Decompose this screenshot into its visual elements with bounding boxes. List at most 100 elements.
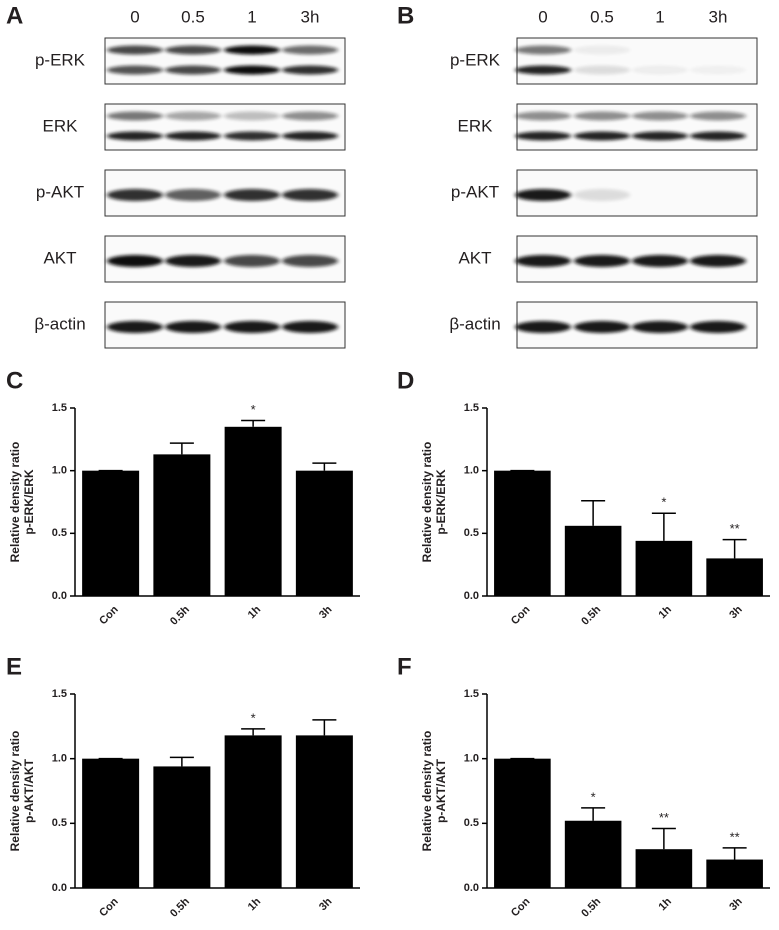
blot-row-label: β-actin <box>34 314 85 333</box>
significance-marker: ** <box>730 829 740 844</box>
blot-band <box>165 65 221 75</box>
blot-band <box>282 321 338 333</box>
x-tick-label: 0.5h <box>579 895 603 919</box>
lane-label: 1 <box>655 7 664 26</box>
panel-label: F <box>397 653 412 680</box>
lane-label: 0.5 <box>590 7 614 26</box>
bar <box>564 820 622 888</box>
lane-label: 3h <box>709 7 728 26</box>
bar <box>224 426 282 596</box>
blot-band <box>165 111 221 121</box>
blot-band <box>107 255 163 267</box>
blot-band <box>224 65 280 75</box>
blot-row-label: ERK <box>458 116 494 135</box>
blot-band <box>224 45 280 55</box>
x-tick-label: 1h <box>246 603 264 621</box>
blot-band <box>282 189 338 201</box>
blot-band <box>165 189 221 201</box>
y-tick-label: 1.5 <box>52 688 67 700</box>
blot-band <box>690 321 746 333</box>
blot-band <box>107 131 163 141</box>
blot-band <box>515 111 571 121</box>
blot-band <box>515 45 571 55</box>
y-axis-label: p-AKT/AKT <box>22 758 36 823</box>
y-tick-label: 0.5 <box>464 527 479 539</box>
significance-marker: * <box>251 710 256 725</box>
bar <box>494 758 551 888</box>
y-axis-label: Relative density ratio <box>8 442 22 563</box>
blot-band <box>574 111 630 121</box>
blot-row-label: p-AKT <box>451 182 499 201</box>
bar <box>295 735 353 888</box>
y-axis-label: p-AKT/AKT <box>434 758 448 823</box>
blot-row-label: AKT <box>458 248 491 267</box>
panel-label: C <box>6 367 23 394</box>
blot-band <box>282 45 338 55</box>
x-tick-label: 3h <box>727 895 745 913</box>
significance-marker: ** <box>730 521 740 536</box>
y-tick-label: 1.5 <box>464 688 479 700</box>
bar <box>82 758 140 888</box>
blot-band <box>282 111 338 121</box>
panel-label: B <box>397 2 414 29</box>
blot-band <box>690 255 746 267</box>
panel-label: A <box>6 2 23 29</box>
blot-band <box>107 189 163 201</box>
x-tick-label: Con <box>509 603 533 627</box>
y-tick-label: 1.5 <box>464 402 479 414</box>
significance-marker: * <box>661 495 666 510</box>
blot-band <box>515 255 571 267</box>
y-tick-label: 0.5 <box>52 527 67 539</box>
x-tick-label: 1h <box>246 895 264 913</box>
y-axis-label: Relative density ratio <box>8 731 22 852</box>
significance-marker: ** <box>659 810 669 825</box>
y-tick-label: 1.0 <box>52 753 67 765</box>
lane-label: 0 <box>538 7 547 26</box>
blot-band <box>632 321 688 333</box>
bar <box>635 849 693 888</box>
blot-band <box>632 65 688 75</box>
blot-band <box>632 255 688 267</box>
blot-band <box>224 255 280 267</box>
y-tick-label: 1.0 <box>52 465 67 477</box>
x-tick-label: 0.5h <box>168 895 192 919</box>
y-tick-label: 0.0 <box>52 882 67 894</box>
y-tick-label: 0.0 <box>464 882 479 894</box>
x-tick-label: 1h <box>656 895 674 913</box>
y-tick-label: 1.0 <box>464 753 479 765</box>
lane-label: 0 <box>130 7 139 26</box>
blot-band <box>574 321 630 333</box>
bar <box>224 735 282 888</box>
lane-label: 3h <box>301 7 320 26</box>
y-axis-label: p-ERK/ERK <box>22 469 36 535</box>
y-tick-label: 1.0 <box>464 465 479 477</box>
bar <box>494 470 551 596</box>
bar <box>706 859 763 888</box>
blot-row-label: ERK <box>43 116 79 135</box>
y-axis-label: Relative density ratio <box>420 442 434 563</box>
blot-band <box>690 131 746 141</box>
blot-frame <box>104 37 346 85</box>
bar <box>635 540 693 596</box>
blot-band <box>515 131 571 141</box>
y-axis-label: p-ERK/ERK <box>434 469 448 535</box>
panel-label: E <box>6 653 22 680</box>
x-tick-label: Con <box>97 895 121 919</box>
bar <box>153 766 211 888</box>
x-tick-label: 3h <box>317 895 335 913</box>
y-tick-label: 0.5 <box>52 817 67 829</box>
y-axis-label: Relative density ratio <box>420 731 434 852</box>
blot-frame <box>516 103 758 151</box>
x-tick-label: 1h <box>656 603 674 621</box>
blot-row-label: p-ERK <box>450 50 501 69</box>
blot-band <box>224 189 280 201</box>
blot-band <box>165 45 221 55</box>
blot-band <box>165 131 221 141</box>
blot-band <box>515 321 571 333</box>
lane-label: 1 <box>247 7 256 26</box>
significance-marker: * <box>251 402 256 417</box>
blot-band <box>515 65 571 75</box>
x-tick-label: 3h <box>727 603 745 621</box>
y-tick-label: 0.5 <box>464 817 479 829</box>
